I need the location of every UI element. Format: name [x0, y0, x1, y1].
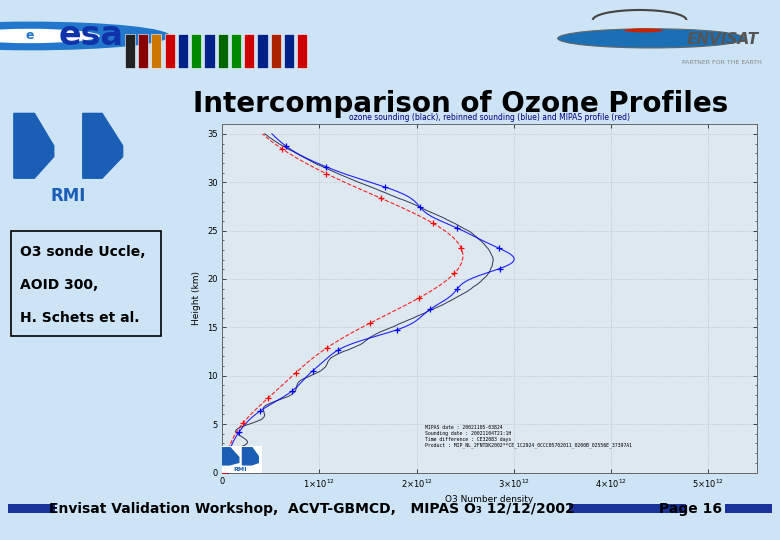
- Text: e: e: [26, 30, 34, 43]
- Circle shape: [0, 22, 170, 50]
- Polygon shape: [83, 113, 122, 178]
- Text: PARTNER FOR THE EARTH: PARTNER FOR THE EARTH: [682, 60, 762, 65]
- Text: MIPAS date : 20021105-03824
Sounding date : 20021104T21:1H
Time difference : CE3: MIPAS date : 20021105-03824 Sounding dat…: [425, 425, 633, 448]
- Text: RMI: RMI: [234, 467, 247, 472]
- Text: esa: esa: [58, 19, 123, 52]
- Bar: [191, 35, 201, 68]
- Title: ozone sounding (black), rebinned sounding (blue) and MIPAS profile (red): ozone sounding (black), rebinned soundin…: [349, 113, 630, 122]
- Bar: [284, 35, 294, 68]
- Bar: [257, 35, 268, 68]
- Bar: [151, 35, 161, 68]
- Bar: [725, 504, 772, 514]
- Bar: [8, 504, 55, 514]
- Text: Intercomparison of Ozone Profiles: Intercomparison of Ozone Profiles: [193, 90, 728, 118]
- Bar: [125, 35, 135, 68]
- Circle shape: [624, 29, 663, 32]
- Bar: [297, 35, 307, 68]
- Text: Page 16: Page 16: [659, 502, 722, 516]
- Text: AOID 300,: AOID 300,: [20, 278, 98, 292]
- Text: H. Schets et al.: H. Schets et al.: [20, 310, 140, 325]
- Circle shape: [558, 29, 745, 48]
- Bar: [138, 35, 148, 68]
- Bar: [204, 35, 215, 68]
- Y-axis label: Height (km): Height (km): [192, 271, 201, 325]
- Bar: [178, 35, 188, 68]
- Polygon shape: [222, 447, 239, 465]
- Bar: [231, 35, 241, 68]
- Bar: [222, 447, 262, 472]
- Text: Envisat Validation Workshop,  ACVT-GBMCD,   MIPAS O₃ 12/12/2002: Envisat Validation Workshop, ACVT-GBMCD,…: [49, 502, 575, 516]
- Bar: [271, 35, 281, 68]
- Polygon shape: [14, 113, 54, 178]
- Bar: [165, 35, 175, 68]
- Bar: [218, 35, 228, 68]
- Circle shape: [0, 29, 100, 43]
- Bar: [569, 504, 686, 514]
- Text: O3 sonde Uccle,: O3 sonde Uccle,: [20, 245, 146, 259]
- X-axis label: O3 Number density: O3 Number density: [445, 495, 534, 504]
- Bar: [244, 35, 254, 68]
- Polygon shape: [243, 447, 259, 465]
- Text: RMI: RMI: [51, 187, 86, 205]
- Text: ENVISAT: ENVISAT: [686, 32, 758, 48]
